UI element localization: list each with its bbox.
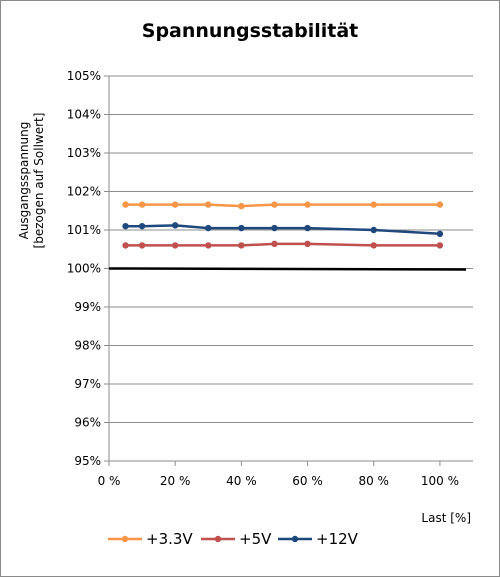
series-12V [122, 222, 444, 238]
data-point-12V [304, 224, 311, 232]
x-tick-label: 40 % [226, 474, 257, 488]
data-point-5V [304, 240, 311, 248]
y-axis-title-line-1: Ausgangsspannung [17, 122, 31, 240]
x-tick-label: 20 % [160, 474, 191, 488]
data-point-5V [122, 242, 129, 249]
data-point-33V [205, 201, 212, 208]
data-point-5V [138, 242, 146, 249]
series-33V [122, 201, 444, 210]
x-tick-label: 60 % [292, 474, 323, 488]
legend: +3.3V +5V +12V [108, 530, 359, 548]
y-tick-label: 100% [67, 262, 101, 276]
y-tick-label: 99% [74, 300, 101, 314]
data-point-33V [370, 201, 377, 208]
data-point-12V [122, 222, 129, 230]
data-point-33V [436, 201, 444, 208]
data-point-12V [171, 222, 179, 229]
x-axis-title: Last [%] [421, 511, 471, 525]
y-tick-label: 96% [74, 416, 101, 430]
data-point-5V [171, 242, 179, 249]
legend-item-33V: +3.3V [108, 530, 193, 548]
data-point-5V [271, 240, 278, 248]
y-tick-label: 102% [67, 185, 101, 199]
legend-marker-33V [121, 535, 129, 543]
data-point-33V [304, 201, 311, 208]
data-point-5V [436, 242, 444, 249]
data-point-12V [436, 230, 444, 238]
y-tick-label: 105% [67, 69, 101, 83]
x-tick-label: 0 % [98, 474, 121, 488]
data-point-5V [370, 242, 377, 249]
y-tick-label: 103% [67, 146, 101, 160]
y-tick-label: 97% [74, 377, 101, 391]
x-tick-label: 100 % [421, 474, 459, 488]
series-5V [122, 240, 444, 249]
data-point-33V [138, 201, 146, 208]
data-point-5V [238, 242, 245, 249]
y-axis-title-line-2: [bezogen auf Sollwert] [32, 113, 46, 249]
axes: 95% 96% 97% 98% 99% 100% 101% 102% 103% 104% 105% 0… [67, 69, 473, 488]
chart-title: Spannungsstabilität [142, 20, 358, 42]
data-point-12V [271, 224, 278, 232]
legend-item-12V: +12V [278, 530, 359, 548]
data-point-12V [238, 224, 245, 232]
data-point-33V [122, 201, 129, 208]
data-point-12V [138, 222, 146, 230]
data-point-12V [205, 224, 212, 232]
reference-line-100 [108, 267, 467, 271]
data-point-5V [205, 242, 212, 249]
data-point-33V [271, 201, 278, 208]
legend-item-5V: +5V [201, 530, 272, 548]
y-tick-label: 101% [67, 223, 101, 237]
data-point-33V [171, 201, 179, 208]
y-tick-label: 104% [67, 108, 101, 122]
y-tick-label: 98% [74, 339, 101, 353]
reference-line-layer [108, 267, 467, 271]
legend-marker-5V [214, 535, 222, 543]
series-layer [122, 201, 444, 249]
legend-label-12V: +12V [316, 530, 359, 548]
y-tick-label: 95% [74, 454, 101, 468]
legend-label-33V: +3.3V [146, 530, 193, 548]
data-point-33V [238, 202, 245, 210]
data-point-12V [370, 226, 377, 234]
legend-label-5V: +5V [239, 530, 272, 548]
y-axis-title: Ausgangsspannung [bezogen auf Sollwert] [17, 113, 46, 249]
legend-marker-12V [291, 535, 299, 543]
x-tick-label: 80 % [358, 474, 389, 488]
